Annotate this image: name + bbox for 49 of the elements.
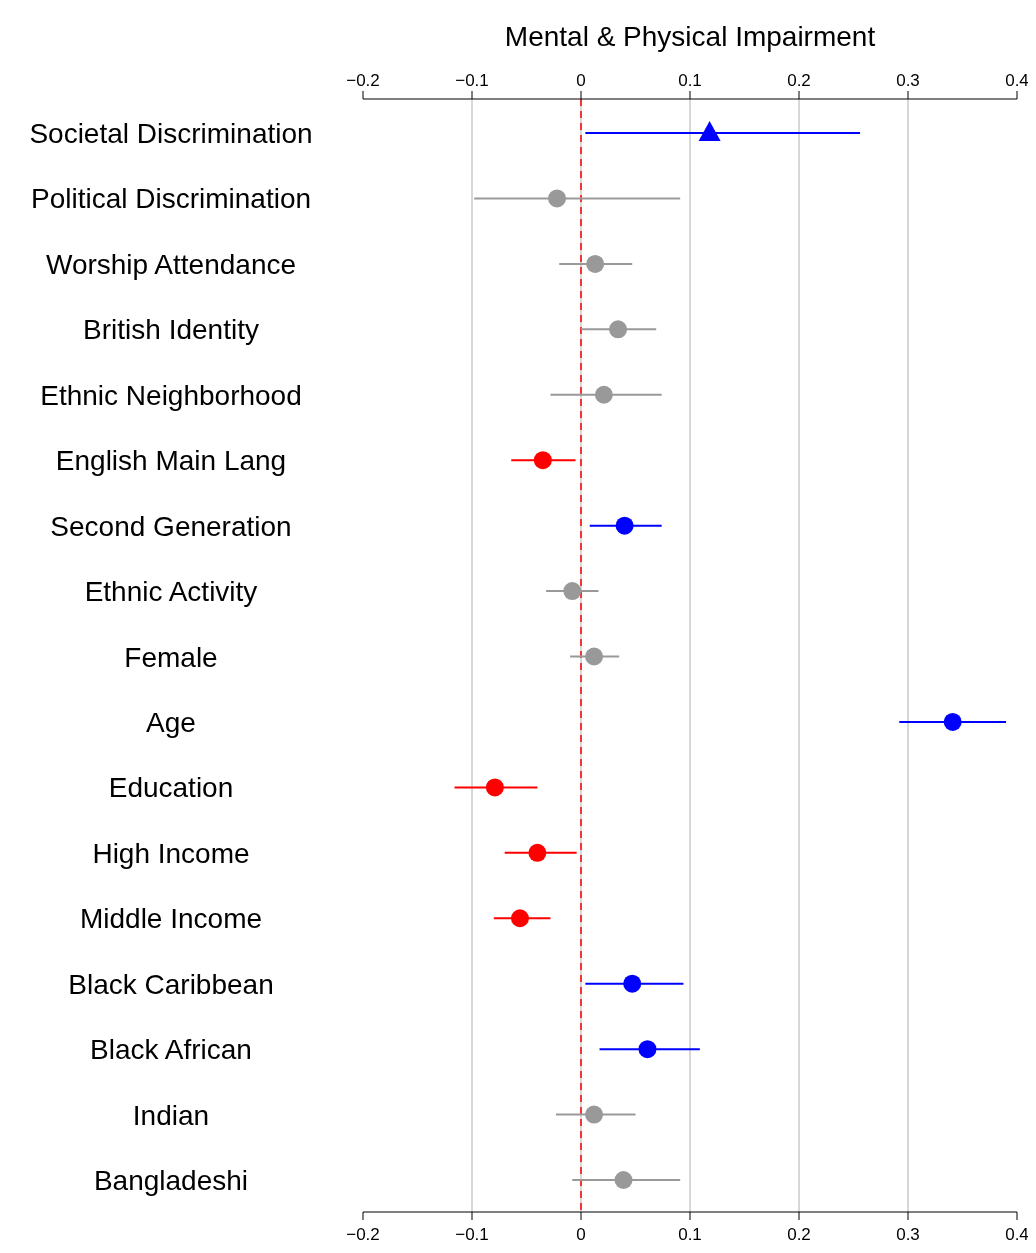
point: [585, 1105, 604, 1124]
x-tick-label: 0: [576, 71, 586, 90]
y-tick-label: Worship Attendance: [45, 248, 297, 280]
y-tick-label: Middle Income: [79, 903, 263, 935]
x-tick-label: 0.3: [896, 71, 920, 90]
y-tick-label: Black Caribbean: [68, 968, 274, 1000]
point: [623, 974, 642, 993]
point: [609, 320, 628, 339]
point: [615, 516, 634, 535]
y-tick-label: British Identity: [83, 314, 259, 346]
y-tick-label: Black African: [90, 1034, 252, 1066]
y-tick-label: Political Discrimination: [30, 183, 312, 215]
x2-tick-label: −0.1: [455, 1225, 489, 1244]
y-tick-label: Education: [108, 772, 234, 804]
y-tick-label: Second Generation: [50, 510, 292, 542]
point: [563, 582, 582, 601]
y-tick-label: Female: [124, 641, 218, 673]
y-tick-label: High Income: [92, 837, 250, 869]
point: [548, 189, 567, 208]
x-tick-label: 0.4: [1005, 71, 1029, 90]
y-tick-label: Indian: [132, 1099, 210, 1131]
point: [533, 451, 552, 470]
y-tick-label: Bangladeshi: [93, 1165, 249, 1196]
x2-tick-label: 0.4: [1005, 1225, 1029, 1244]
x2-tick-label: −0.2: [346, 1225, 380, 1244]
x-tick-label: −0.2: [346, 71, 380, 90]
y-tick-label: Age: [146, 706, 196, 738]
x-tick-label: −0.1: [455, 71, 489, 90]
y-tick-label: Ethnic Activity: [84, 576, 258, 608]
y-tick-label: Ethnic Neighborhood: [40, 379, 302, 411]
x2-tick-label: 0.3: [896, 1225, 920, 1244]
x2-tick-label: 0.2: [787, 1225, 811, 1244]
point: [510, 909, 529, 928]
x2-tick-label: 0: [576, 1225, 586, 1244]
point: [943, 712, 962, 731]
point: [528, 843, 547, 862]
x-tick-label: 0.2: [787, 71, 811, 90]
y-tick-label: English Main Lang: [55, 445, 287, 477]
point: [586, 254, 605, 273]
y-tick-label: Societal Discrimination: [29, 118, 313, 149]
point: [594, 385, 613, 404]
point: [698, 121, 721, 141]
x-tick-label: 0.1: [678, 71, 702, 90]
point: [614, 1171, 633, 1189]
chart-title: Mental & Physical Impairment: [504, 21, 876, 52]
point: [485, 778, 504, 797]
x2-tick-label: 0.1: [678, 1225, 702, 1244]
point: [585, 647, 604, 666]
point: [638, 1040, 657, 1059]
